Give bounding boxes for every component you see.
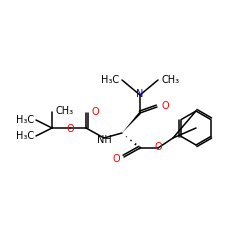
Text: H₃C: H₃C <box>16 115 34 125</box>
Text: CH₃: CH₃ <box>161 75 179 85</box>
Text: O: O <box>162 101 170 111</box>
Text: O: O <box>91 107 98 117</box>
Text: H₃C: H₃C <box>16 131 34 141</box>
Text: N: N <box>136 89 144 99</box>
Polygon shape <box>122 112 141 133</box>
Text: O: O <box>112 154 120 164</box>
Text: H₃C: H₃C <box>101 75 119 85</box>
Text: NH: NH <box>96 135 112 145</box>
Text: O: O <box>154 142 162 152</box>
Text: CH₃: CH₃ <box>56 106 74 116</box>
Text: O: O <box>66 124 74 134</box>
